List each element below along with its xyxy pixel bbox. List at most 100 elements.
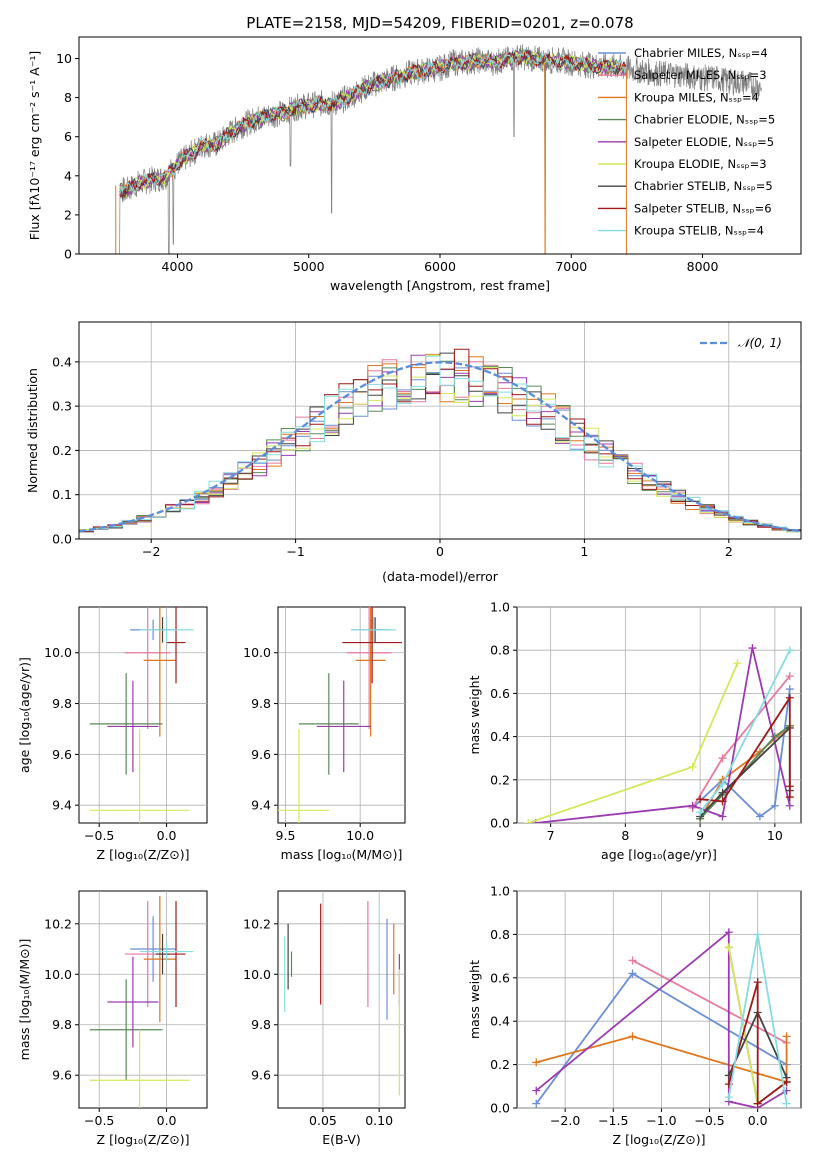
- model-spectrum-line: [119, 49, 626, 200]
- legend-label: Chabrier STELIB, Nₛₛₚ=5: [634, 179, 773, 193]
- y-tick-label: 9.4: [52, 798, 72, 813]
- y-tick-label: 0.0: [490, 1101, 510, 1116]
- x-tick-label: 0: [436, 544, 444, 559]
- weight-marker: [785, 672, 794, 681]
- y-tick-label: 9.4: [251, 798, 271, 813]
- weight-marker: [628, 1032, 637, 1041]
- y-tick-label: 0.0: [52, 532, 72, 547]
- y-axis-label: age [log₁₀(age/yr)]: [17, 657, 32, 773]
- x-tick-label: 7: [547, 828, 555, 843]
- y-tick-label: 10.2: [243, 916, 271, 931]
- age-weight-chart: 7 8 9 10 0.0 0.2 0.4 0.6 0.8 1.0 age [log₁₀(age/yr…: [467, 600, 802, 862]
- weight-marker: [688, 762, 697, 771]
- legend-label: 𝒩(0, 1): [738, 336, 782, 350]
- weight-series-line: [699, 725, 791, 820]
- model-spectrum-line: [119, 47, 627, 194]
- spectrum-plot-area: [114, 44, 762, 254]
- y-axis-label: Normed distribution: [25, 368, 40, 493]
- y-tick-label: 0.6: [490, 970, 510, 985]
- panel-plot-area: [284, 901, 400, 1096]
- y-tick-label: 9.8: [52, 696, 72, 711]
- x-tick-label: 0.0: [748, 1113, 768, 1128]
- weight-marker: [724, 943, 733, 952]
- x-tick-label: 7000: [555, 259, 587, 274]
- x-axis-label: (data-model)/error: [382, 569, 499, 584]
- weight-marker: [628, 956, 637, 965]
- y-axis-label: mass weight: [467, 675, 482, 754]
- axes-frame: [78, 890, 208, 1109]
- x-tick-label: 9: [696, 828, 704, 843]
- panel-plot-area: [532, 928, 791, 1108]
- axes-frame: [78, 36, 802, 255]
- weight-marker: [718, 797, 727, 806]
- x-axis-label: age [log₁₀(age/yr)]: [601, 847, 717, 862]
- model-spectrum-line: [119, 48, 627, 194]
- y-tick-label: 9.6: [251, 1068, 271, 1083]
- y-tick-label: 4: [64, 168, 72, 183]
- weight-marker: [785, 801, 794, 810]
- weight-marker: [724, 1093, 733, 1102]
- legend-label: Kroupa STELIB, Nₛₛₚ=4: [634, 224, 764, 238]
- mass-age-chart: 9.5 10.0 9.4 9.6 9.8 10.0 mass [log₁₀(M/M⊙)]: [243, 606, 406, 862]
- legend-label: Salpeter MILES, Nₛₛₚ=3: [634, 68, 767, 82]
- weight-series-line: [632, 959, 788, 1044]
- weight-series-line: [535, 647, 791, 823]
- y-tick-label: 9.6: [251, 747, 271, 762]
- axes-frame: [78, 606, 208, 824]
- weight-marker: [753, 1099, 762, 1108]
- legend-label: Salpeter ELODIE, Nₛₛₚ=5: [634, 135, 774, 149]
- y-tick-label: 10.0: [44, 645, 72, 660]
- model-spectrum-line: [119, 49, 627, 198]
- x-tick-label: −1.5: [598, 1113, 628, 1128]
- y-tick-label: 0.6: [490, 686, 510, 701]
- y-tick-label: 10: [56, 51, 72, 66]
- weight-marker: [718, 780, 727, 789]
- y-tick-label: 0.1: [52, 487, 72, 502]
- x-axis-label: Z [log₁₀(Z/Z⊙)]: [613, 1132, 706, 1147]
- y-tick-label: 9.6: [52, 747, 72, 762]
- y-tick-label: 10.0: [44, 967, 72, 982]
- weight-marker: [532, 1086, 541, 1095]
- panel-plot-area: [89, 896, 194, 1108]
- y-tick-label: 0.2: [490, 1057, 510, 1072]
- weight-marker: [696, 808, 705, 817]
- residuals-chart: −2 −1 0 1 2 0.0 0.1 0.2 0.3 0.4 (data-model)/error…: [25, 321, 802, 584]
- legend-label: Salpeter STELIB, Nₛₛₚ=6: [634, 201, 772, 215]
- weight-marker: [628, 969, 637, 978]
- x-tick-label: −1: [286, 544, 304, 559]
- x-tick-label: −0.5: [694, 1113, 724, 1128]
- y-tick-label: 6: [64, 129, 72, 144]
- x-axis-label: Z [log₁₀(Z/Z⊙)]: [97, 1132, 190, 1147]
- spectrum-legend: Chabrier MILES, Nₛₛₚ=4 Salpeter MILES, Nₛ…: [598, 46, 775, 238]
- y-tick-label: 1.0: [490, 600, 510, 615]
- legend-label: Kroupa MILES, Nₛₛₚ=4: [634, 90, 759, 104]
- x-axis-label: Z [log₁₀(Z/Z⊙)]: [97, 847, 190, 862]
- x-tick-label: 0.10: [365, 1113, 393, 1128]
- weight-series-line: [536, 1035, 788, 1084]
- z-age-chart: −0.5 0.0 9.4 9.6 9.8 10.0 Z [log₁₀(Z/Z⊙)] age […: [17, 606, 208, 862]
- model-spectrum-line: [119, 48, 627, 196]
- x-axis-label: wavelength [Angstrom, rest frame]: [330, 278, 550, 293]
- weight-marker: [753, 930, 762, 939]
- y-tick-label: 10.0: [243, 645, 271, 660]
- y-tick-label: 9.6: [52, 1068, 72, 1083]
- weight-marker: [782, 1099, 791, 1108]
- weight-marker: [755, 812, 764, 821]
- y-tick-label: 0.2: [52, 443, 72, 458]
- x-tick-label: 10: [767, 828, 783, 843]
- x-tick-label: 8000: [687, 259, 719, 274]
- x-axis-label: mass [log₁₀(M/M⊙)]: [281, 847, 403, 862]
- weight-marker: [753, 978, 762, 987]
- weight-marker: [718, 812, 727, 821]
- axes-frame: [78, 321, 802, 540]
- x-tick-label: −0.5: [84, 1113, 114, 1128]
- x-tick-label: 1: [580, 544, 588, 559]
- panel-plot-area: [524, 644, 794, 823]
- weight-marker: [718, 754, 727, 763]
- y-tick-label: 0.3: [52, 399, 72, 414]
- weight-marker: [532, 1058, 541, 1067]
- weight-marker: [785, 793, 794, 802]
- legend-label: Kroupa ELODIE, Nₛₛₚ=3: [634, 157, 767, 171]
- y-tick-label: 0.8: [490, 927, 510, 942]
